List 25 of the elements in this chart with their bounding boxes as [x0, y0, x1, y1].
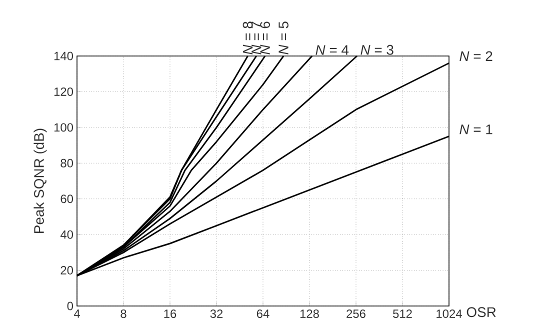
y-tick-label: 100	[54, 123, 74, 132]
x-tick-label: 128	[300, 310, 319, 318]
x-tick-label: 1024	[436, 310, 462, 318]
x-tick-label: 32	[210, 310, 223, 318]
x-tick-label: 256	[346, 310, 366, 318]
x-tick-label: 16	[164, 310, 176, 318]
series-label: N = 4	[316, 45, 349, 55]
series-label: N = 2	[460, 51, 492, 61]
y-tick-label: 140	[54, 52, 74, 60]
x-tick-label: 64	[256, 310, 270, 318]
x-tick-label: 512	[393, 310, 412, 318]
series-label: N = 1	[460, 124, 492, 134]
y-tick-label: 40	[60, 230, 74, 239]
text: N = 5	[278, 22, 288, 54]
x-axis-title: OSR	[466, 307, 496, 318]
series-label: N = 3	[360, 44, 394, 55]
x-tick-label: 4	[74, 310, 80, 318]
text: N = 6	[260, 22, 270, 54]
y-tick-label: 60	[60, 194, 74, 204]
y-tick-label: 0	[67, 302, 74, 310]
y-tick-label: 80	[60, 158, 74, 168]
y-tick-label: 120	[54, 87, 74, 96]
x-tick-label: 8	[120, 310, 126, 318]
y-axis-title: Peak SQNR (dB)	[34, 128, 47, 233]
y-tick-label: 20	[60, 266, 74, 275]
